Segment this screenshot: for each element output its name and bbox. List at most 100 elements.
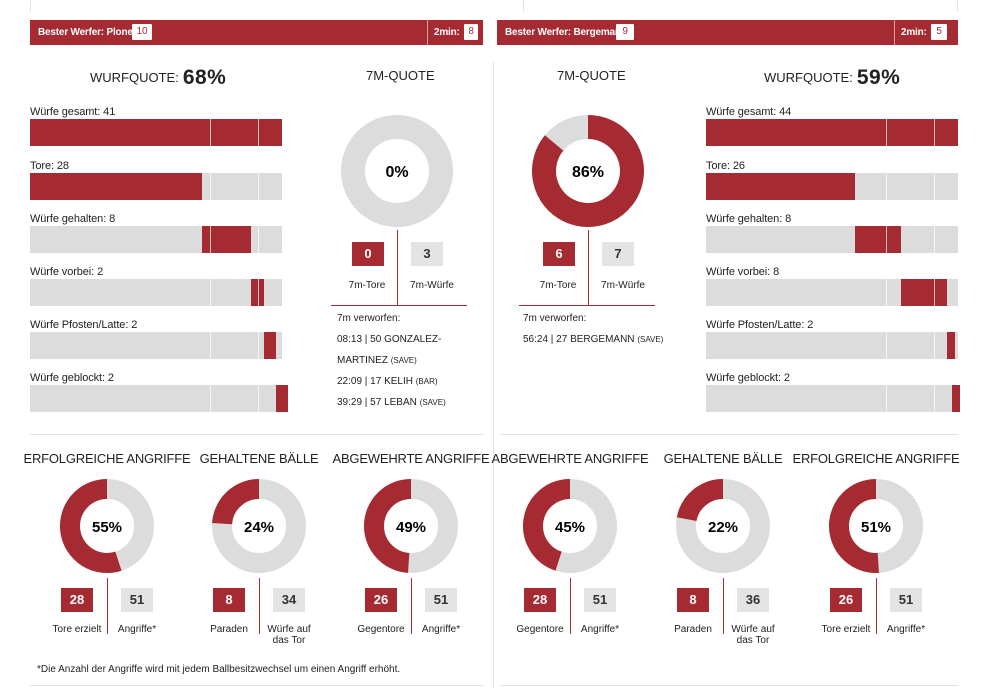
bar-fill — [30, 173, 203, 200]
bar-fill — [275, 385, 289, 412]
bar-label: Würfe vorbei: 8 — [706, 266, 780, 278]
seven-m-shots-label: 7m-Würfe — [410, 280, 454, 291]
header-bar-left: Bester Werfer: Ploner 10 2min: 8 — [30, 20, 483, 45]
bar-gridline — [934, 226, 935, 253]
bar-track — [706, 226, 958, 253]
missed-item: MARTINEZ (SAVE) — [337, 355, 417, 366]
bar-track — [30, 226, 282, 253]
bar-gridline — [934, 332, 935, 359]
donut-value-secondary: 36 — [737, 588, 769, 612]
bar-label: Würfe Pfosten/Latte: 2 — [706, 319, 814, 331]
donut-value-primary: 28 — [61, 588, 93, 612]
donut-arc — [829, 479, 879, 573]
bar-gridline — [210, 279, 211, 306]
donut-value-primary: 26 — [830, 588, 862, 612]
donut-value-primary: 28 — [524, 588, 556, 612]
donut-divider — [876, 578, 877, 634]
seven-m-missed-list-left: 7m verworfen: 08:13 | 50 GONZALEZ- MARTI… — [337, 308, 477, 413]
bar-gridline — [258, 119, 259, 146]
bar-track — [30, 119, 282, 146]
donut-caption-secondary: Angriffe* — [117, 624, 157, 635]
bar-gridline — [258, 332, 259, 359]
donut-arc — [676, 479, 724, 522]
donut-caption-primary: Gegentore — [516, 624, 564, 635]
bar-gridline — [210, 226, 211, 253]
donut-caption-primary: Tore erzielt — [821, 624, 871, 635]
bar-gridline — [210, 173, 211, 200]
bar-gridline — [886, 332, 887, 359]
bar-label: Würfe gesamt: 41 — [30, 106, 116, 118]
bar-gridline — [258, 279, 259, 306]
top-divider-mid — [523, 0, 524, 12]
seven-m-shots: 3 — [411, 242, 443, 266]
bar-gridline — [934, 385, 935, 412]
donut-caption-secondary: Würfe auf das Tor — [731, 624, 775, 646]
bar-track — [30, 173, 282, 200]
donut-divider — [259, 578, 260, 634]
donut-percent: 49% — [396, 519, 426, 536]
section-divider-right — [500, 434, 958, 435]
seven-m-divider — [588, 230, 589, 305]
bar-gridline — [886, 173, 887, 200]
footnote: *Die Anzahl der Angriffe wird mit jedem … — [37, 664, 401, 675]
missed-item: 08:13 | 50 GONZALEZ- — [337, 334, 442, 345]
bar-gridline — [258, 226, 259, 253]
donut-percent: 45% — [555, 519, 585, 536]
wurfquote-value: 59% — [856, 66, 901, 89]
header-separator — [427, 20, 428, 45]
donut-caption-secondary: Angriffe* — [421, 624, 461, 635]
missed-item: 56:24 | 27 BERGEMANN (SAVE) — [523, 334, 664, 345]
best-thrower-goals: 10 — [132, 24, 152, 40]
seven-m-title: 7M-QUOTE — [557, 68, 626, 83]
seven-m-percent: 86% — [572, 164, 604, 181]
donut-divider — [411, 578, 412, 634]
bottom-line-right — [500, 685, 958, 686]
bar-track — [706, 332, 958, 359]
missed-item: 39:29 | 57 LEBAN (SAVE) — [337, 397, 446, 408]
bar-fill — [30, 119, 282, 146]
bar-label: Würfe gehalten: 8 — [706, 213, 792, 225]
wurfquote-left: WURFQUOTE: 68% — [90, 66, 226, 90]
donut-caption-primary: Gegentore — [357, 624, 405, 635]
bar-fill — [263, 332, 276, 359]
donut-percent: 51% — [861, 519, 891, 536]
seven-m-percent: 0% — [385, 164, 408, 181]
donut-value-primary: 8 — [213, 588, 245, 612]
bar-track — [706, 385, 961, 412]
seven-m-goals: 0 — [352, 242, 384, 266]
donut-caption-primary: Paraden — [674, 624, 712, 635]
bar-label: Tore: 28 — [30, 160, 69, 172]
bar-fill — [900, 279, 947, 306]
donut-arc — [523, 479, 571, 571]
bar-gridline — [886, 119, 887, 146]
donut-value-secondary: 51 — [425, 588, 457, 612]
donut-caption-secondary: Würfe auf das Tor — [267, 624, 311, 646]
donut-caption-secondary: Angriffe* — [580, 624, 620, 635]
twomin-value: 5 — [931, 24, 947, 40]
seven-m-shots: 7 — [602, 242, 634, 266]
bar-track — [30, 332, 282, 359]
donut-caption-primary: Tore erzielt — [52, 624, 102, 635]
donut-arc — [532, 115, 644, 227]
bar-gridline — [934, 173, 935, 200]
twomin-label: 2min: — [901, 27, 927, 38]
attack-donut: 55% — [60, 479, 154, 573]
seven-m-shots-label: 7m-Würfe — [601, 280, 645, 291]
best-thrower-label: Bester Werfer: Bergemann — [505, 27, 627, 38]
bar-label: Würfe vorbei: 2 — [30, 266, 104, 278]
bar-fill — [706, 173, 855, 200]
attack-donut: 45% — [523, 479, 617, 573]
donut-title: GEHALTENE BÄLLE — [663, 451, 783, 466]
bar-track — [706, 119, 958, 146]
bar-gridline — [210, 332, 211, 359]
bar-label: Würfe gehalten: 8 — [30, 213, 116, 225]
bar-label: Würfe gesamt: 44 — [706, 106, 792, 118]
twomin-label: 2min: — [434, 27, 460, 38]
donut-title: ERFOLGREICHE ANGRIFFE — [23, 451, 191, 466]
bar-label: Würfe geblockt: 2 — [706, 372, 790, 384]
seven-m-donut-right: 86% — [532, 115, 644, 227]
donut-title: ABGEWEHRTE ANGRIFFE — [491, 451, 649, 466]
donut-title: GEHALTENE BÄLLE — [199, 451, 319, 466]
wurfquote-label: WURFQUOTE: — [764, 70, 853, 85]
bar-fill — [946, 332, 955, 359]
